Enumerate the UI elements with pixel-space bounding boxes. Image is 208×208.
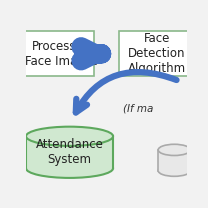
- Text: (If ma: (If ma: [123, 103, 153, 113]
- FancyBboxPatch shape: [13, 31, 94, 76]
- Text: Processed
Face Images: Processed Face Images: [25, 40, 98, 68]
- Text: Attendance
System: Attendance System: [36, 138, 103, 166]
- Polygon shape: [158, 150, 191, 171]
- Ellipse shape: [158, 165, 191, 176]
- Ellipse shape: [26, 127, 113, 146]
- Polygon shape: [26, 136, 113, 168]
- Ellipse shape: [26, 159, 113, 178]
- FancyBboxPatch shape: [120, 31, 203, 76]
- Text: Face
Detection
Algorithm: Face Detection Algorithm: [128, 32, 186, 75]
- Ellipse shape: [158, 144, 191, 156]
